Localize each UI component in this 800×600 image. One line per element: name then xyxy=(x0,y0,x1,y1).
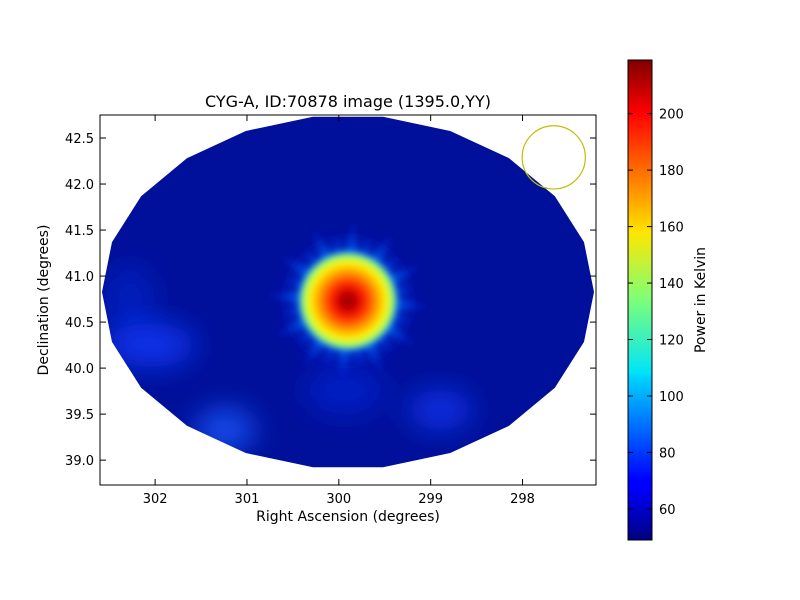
x-tick-label: 300 xyxy=(326,492,351,507)
diffuse-emission xyxy=(105,265,472,452)
plot-area xyxy=(102,116,594,468)
colorbar-label: Power in Kelvin xyxy=(693,247,709,353)
sky-image xyxy=(102,116,594,468)
y-tick-label: 39.5 xyxy=(65,408,94,423)
beam-marker xyxy=(521,125,586,190)
y-axis-ticks: 39.0 39.5 40.0 40.5 41.0 41.5 42.0 42.5 xyxy=(65,132,596,469)
x-axis-ticks: 302 301 300 299 298 xyxy=(143,115,535,507)
x-axis-label: Right Ascension (degrees) xyxy=(256,509,440,525)
colorbar-tick-label: 180 xyxy=(659,164,684,179)
colorbar-tick-label: 80 xyxy=(659,446,676,461)
y-tick-label: 39.0 xyxy=(65,454,94,469)
colorbar xyxy=(628,60,652,540)
colorbar-frame xyxy=(627,59,653,541)
y-tick-label: 40.5 xyxy=(65,316,94,331)
colorbar-tick-label: 140 xyxy=(659,277,684,292)
x-tick-label: 301 xyxy=(235,492,260,507)
colorbar-tick-label: 200 xyxy=(659,108,684,123)
y-tick-label: 42.0 xyxy=(65,178,94,193)
x-tick-label: 298 xyxy=(510,492,535,507)
x-tick-label: 302 xyxy=(143,492,168,507)
colorbar-tick-label: 100 xyxy=(659,390,684,405)
source-core xyxy=(296,248,400,353)
y-tick-label: 41.5 xyxy=(65,224,94,239)
y-tick-label: 42.5 xyxy=(65,132,94,147)
y-tick-label: 40.0 xyxy=(65,362,94,377)
colorbar-tick-label: 160 xyxy=(659,221,684,236)
colorbar-tick-label: 120 xyxy=(659,334,684,349)
y-tick-label: 41.0 xyxy=(65,270,94,285)
plot-frame xyxy=(99,114,597,486)
colorbar-tick-label: 60 xyxy=(659,503,676,518)
chart-title: CYG-A, ID:70878 image (1395.0,YY) xyxy=(205,92,491,111)
x-tick-label: 299 xyxy=(418,492,443,507)
y-axis-label: Declination (degrees) xyxy=(36,225,52,376)
colorbar-ticks: 60 80 100 120 140 160 180 200 xyxy=(628,108,684,518)
